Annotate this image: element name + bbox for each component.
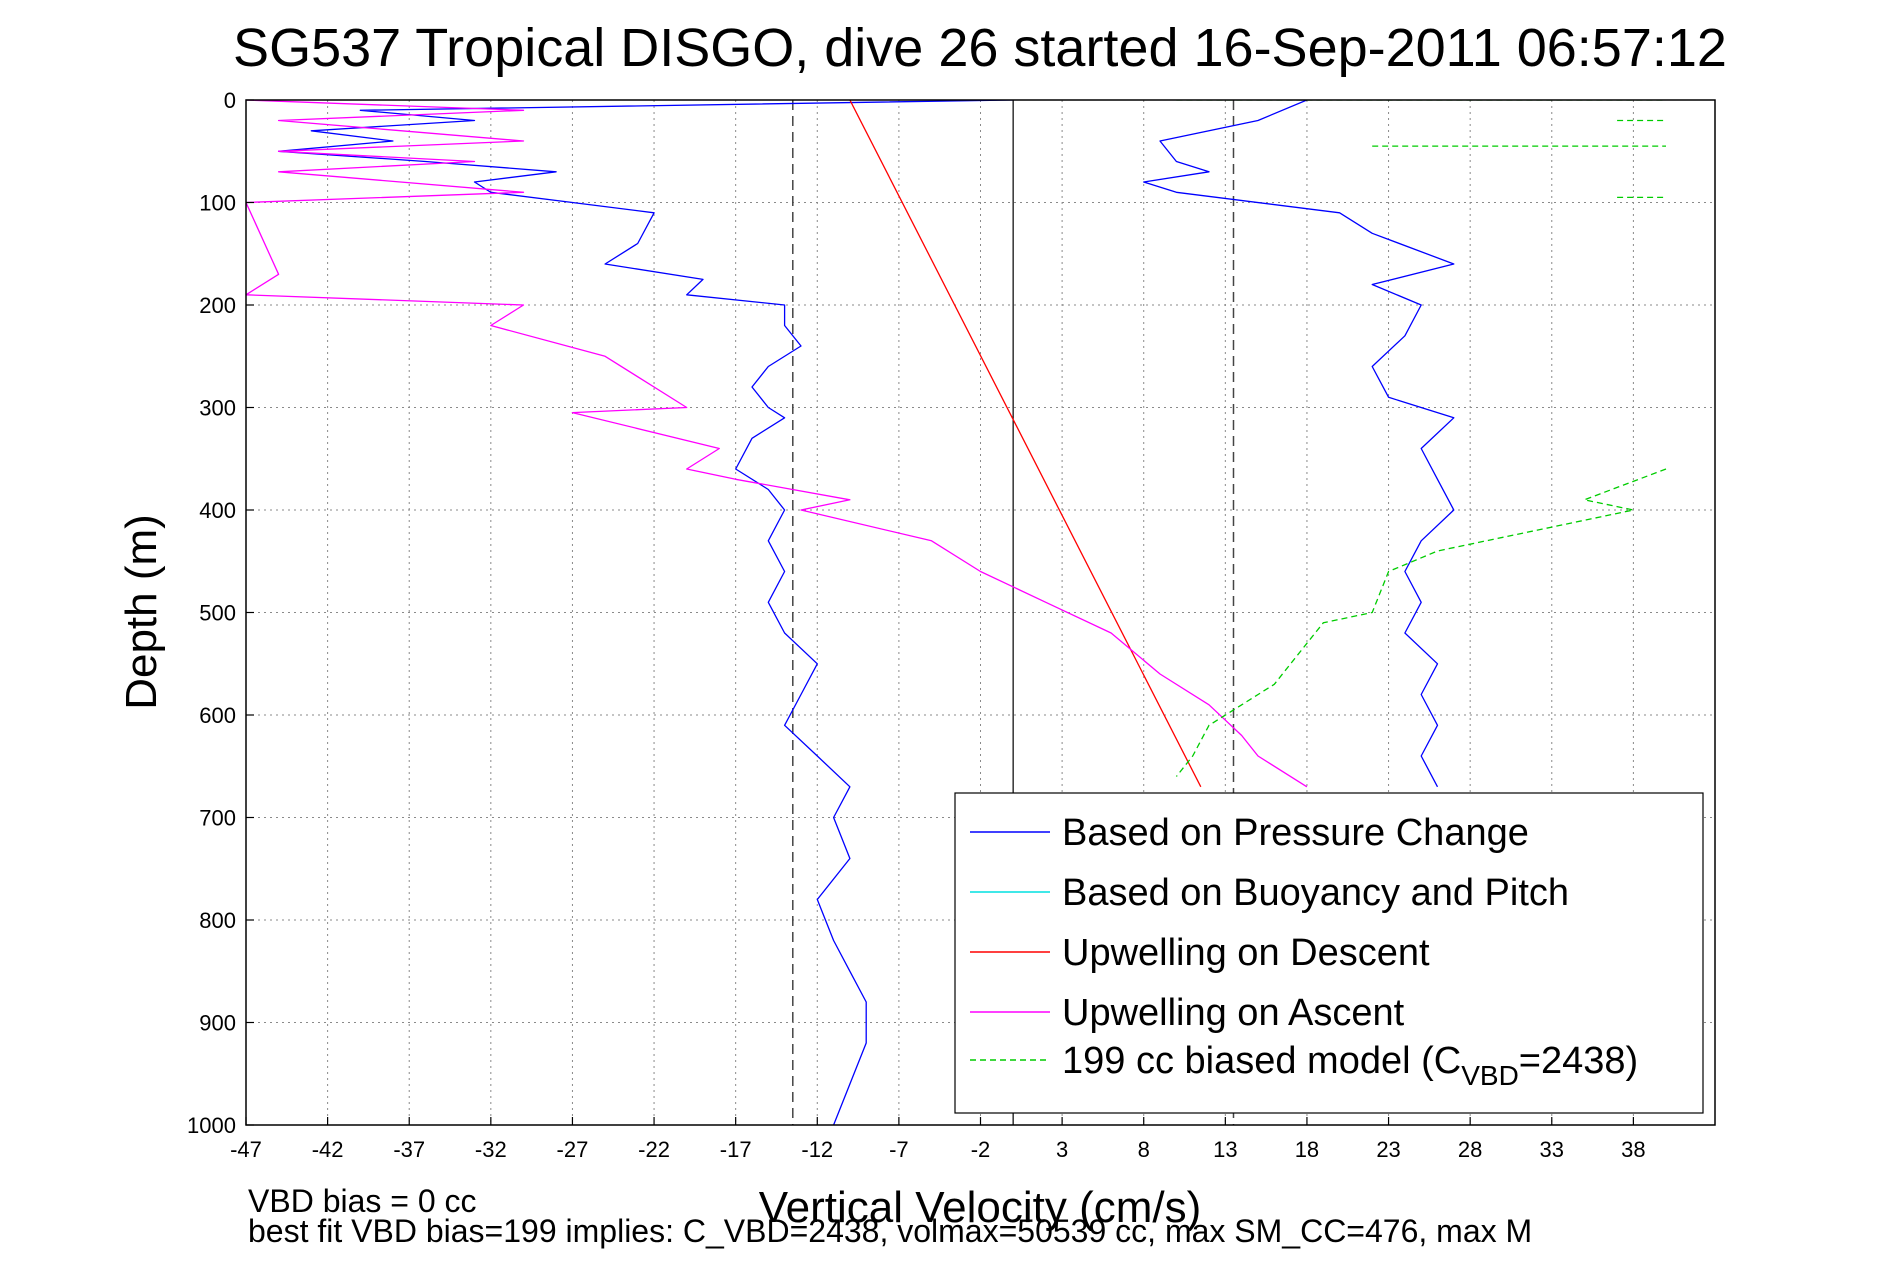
- legend-label-1: Based on Buoyancy and Pitch: [1062, 872, 1569, 914]
- series-4-199-cc-biased-model-cvbd-2438--segment: [1175, 468, 1667, 777]
- legend-box: [954, 792, 1704, 1114]
- legend-label-text: Upwelling on Descent: [1062, 932, 1430, 974]
- x-tick-label: -42: [312, 1137, 344, 1162]
- legend-label-suffix: =2438): [1519, 1040, 1638, 1082]
- legend-label-3: Upwelling on Ascent: [1062, 992, 1405, 1034]
- legend: Based on Pressure Change Based on Buoyanc…: [954, 792, 1704, 1114]
- series-0-based-on-pressure-change: [277, 100, 1014, 1125]
- x-tick-label: -32: [475, 1137, 507, 1162]
- legend-label-text: Based on Pressure Change: [1062, 812, 1529, 854]
- x-tick-label: -37: [393, 1137, 425, 1162]
- y-axis-label: Depth (m): [117, 514, 166, 710]
- y-tick-label: 900: [199, 1011, 236, 1036]
- x-tick-label: 33: [1540, 1137, 1564, 1162]
- legend-label-text: 199 cc biased model (C: [1062, 1040, 1461, 1082]
- x-tick-label: 18: [1295, 1137, 1319, 1162]
- y-tick-label: 500: [199, 601, 236, 626]
- x-axis-label: Vertical Velocity (cm/s): [759, 1183, 1202, 1232]
- y-tick-label: 600: [199, 703, 236, 728]
- x-tick-label: -2: [971, 1137, 991, 1162]
- legend-label-text: Based on Buoyancy and Pitch: [1062, 872, 1569, 914]
- x-tick-label: -27: [557, 1137, 589, 1162]
- x-tick-label: 13: [1213, 1137, 1237, 1162]
- footer-line-2: best fit VBD bias=199 implies: C_VBD=243…: [248, 1213, 1532, 1249]
- x-tick-label: -17: [720, 1137, 752, 1162]
- x-tick-label: 3: [1056, 1137, 1068, 1162]
- y-tick-label: 0: [224, 88, 236, 113]
- y-tick-label: 300: [199, 396, 236, 421]
- x-tick-label: 23: [1376, 1137, 1400, 1162]
- y-tick-label: 800: [199, 908, 236, 933]
- y-ticks: 0 100 200 300 400 500 600 700 800 900 1000: [187, 88, 254, 1138]
- x-tick-label: -12: [801, 1137, 833, 1162]
- legend-label-2: Upwelling on Descent: [1062, 932, 1430, 974]
- x-tick-label: -7: [889, 1137, 909, 1162]
- footer-line-1: VBD bias = 0 cc: [248, 1183, 477, 1219]
- x-tick-label: -47: [230, 1137, 262, 1162]
- y-tick-label: 200: [199, 293, 236, 318]
- x-tick-label: 38: [1621, 1137, 1645, 1162]
- x-ticks: -47 -42 -37 -32 -27 -22 -17 -12 -7 -2 3 8 13 18 23 28 33…: [230, 1117, 1646, 1162]
- chart-title: SG537 Tropical DISGO, dive 26 started 16…: [233, 18, 1727, 78]
- y-tick-label: 1000: [187, 1113, 236, 1138]
- y-tick-label: 700: [199, 806, 236, 831]
- series-2-upwelling-on-descent: [849, 100, 1202, 788]
- series-1-based-on-pressure-change: [1143, 100, 1455, 788]
- legend-label-subscript: VBD: [1461, 1060, 1519, 1091]
- x-tick-label: -22: [638, 1137, 670, 1162]
- series-group: [246, 100, 1667, 1125]
- legend-label-0: Based on Pressure Change: [1062, 812, 1529, 854]
- x-tick-label: 8: [1138, 1137, 1150, 1162]
- x-tick-label: 28: [1458, 1137, 1482, 1162]
- legend-label-text: Upwelling on Ascent: [1062, 992, 1405, 1034]
- legend-label-4: 199 cc biased model (CVBD=2438): [1062, 1040, 1638, 1091]
- y-tick-label: 100: [199, 191, 236, 216]
- y-tick-label: 400: [199, 498, 236, 523]
- series-3-upwelling-on-ascent: [246, 100, 1308, 788]
